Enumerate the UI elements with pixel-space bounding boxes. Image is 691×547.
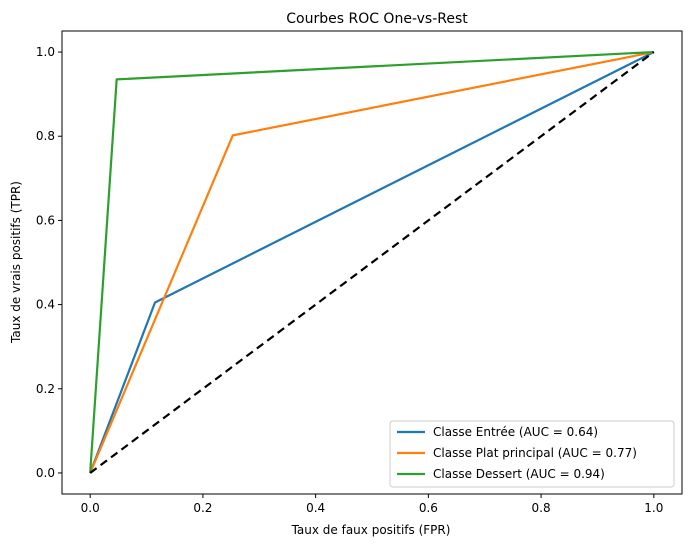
x-tick-label: 0.8 bbox=[532, 501, 551, 515]
roc-line-series-3 bbox=[89, 50, 654, 474]
roc-line-series-2 bbox=[89, 50, 655, 474]
plot-frame bbox=[61, 30, 683, 495]
legend-label: Classe Plat principal (AUC = 0.77) bbox=[433, 446, 637, 460]
x-tick-label: 0.6 bbox=[419, 501, 438, 515]
y-tick-label: 0.8 bbox=[36, 129, 55, 143]
y-tick-label: 0.6 bbox=[36, 213, 55, 227]
x-tick-label: 0.2 bbox=[193, 501, 212, 515]
random-classifier-line bbox=[89, 51, 655, 474]
x-tick-label: 0.4 bbox=[306, 501, 325, 515]
legend-box bbox=[389, 420, 675, 488]
legend: Classe Entrée (AUC = 0.64) Classe Plat pr… bbox=[389, 420, 675, 488]
series-lines bbox=[89, 50, 655, 474]
plot-area bbox=[61, 30, 683, 495]
chart-title: Courbes ROC One-vs-Rest bbox=[286, 11, 468, 27]
y-axis-label: Taux de vrais positifs (TPR) bbox=[9, 181, 23, 344]
roc-line-series-1 bbox=[89, 51, 655, 474]
y-axis-ticks: 0.0 0.2 0.4 0.6 0.8 1.0 bbox=[36, 45, 62, 480]
y-tick-label: 0.4 bbox=[36, 298, 55, 312]
x-tick-label: 1.0 bbox=[644, 501, 663, 515]
legend-label: Classe Entrée (AUC = 0.64) bbox=[433, 425, 598, 439]
legend-label: Classe Dessert (AUC = 0.94) bbox=[433, 467, 605, 481]
x-axis-label: Taux de faux positifs (FPR) bbox=[291, 523, 451, 537]
x-axis-ticks: 0.0 0.2 0.4 0.6 0.8 1.0 bbox=[81, 494, 663, 515]
x-tick-label: 0.0 bbox=[81, 501, 100, 515]
y-tick-label: 1.0 bbox=[36, 45, 55, 59]
y-tick-label: 0.2 bbox=[36, 382, 55, 396]
y-tick-label: 0.0 bbox=[36, 466, 55, 480]
